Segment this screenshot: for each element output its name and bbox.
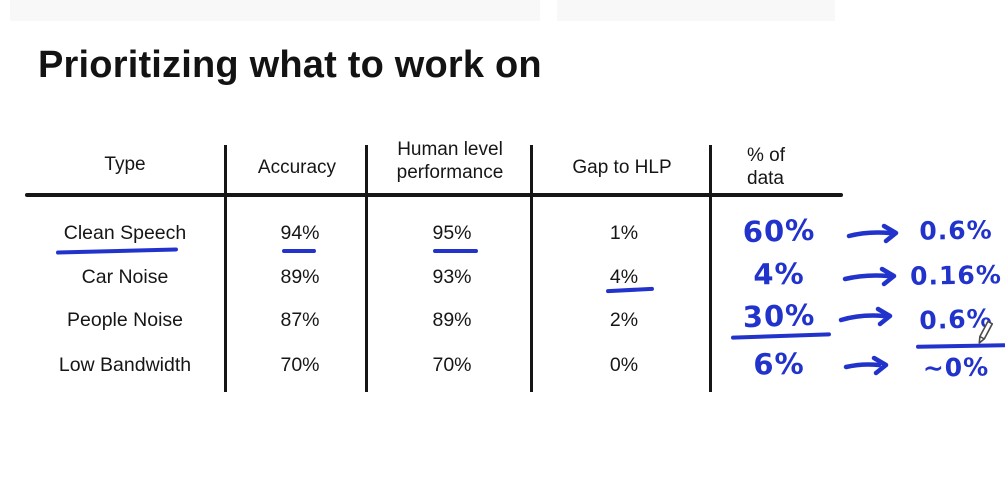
table-cell-hlp-low-bandwidth: 70% xyxy=(432,354,472,376)
ink-underline-95pct xyxy=(433,249,478,253)
arrow-right-icon xyxy=(842,266,897,287)
pen-cursor-icon xyxy=(978,320,994,344)
table-cell-accuracy-clean-speech: 94% xyxy=(280,222,320,244)
column-header-pct-line2: data xyxy=(747,168,784,189)
table-cell-gap-people-noise: 2% xyxy=(609,309,639,331)
table-column-divider-4 xyxy=(709,145,712,392)
ink-derived-value-row3: ~0% xyxy=(922,352,990,383)
ink-underline-clean-speech xyxy=(55,247,179,255)
ink-derived-value-row0: 0.6% xyxy=(919,215,993,246)
ink-derived-value-row1: 0.16% xyxy=(909,260,1003,291)
ink-pct-of-data-row0: 60% xyxy=(742,212,816,250)
ink-pct-of-data-row1: 4% xyxy=(753,256,805,292)
column-header-gap-to-hlp: Gap to HLP xyxy=(572,157,672,178)
arrow-right-icon xyxy=(843,355,889,376)
table-cell-hlp-car-noise: 93% xyxy=(432,266,472,288)
top-strip-right xyxy=(557,0,835,21)
top-strip-left xyxy=(10,0,540,21)
table-column-divider-2 xyxy=(365,145,368,392)
table-column-divider-3 xyxy=(530,145,533,392)
table-cell-accuracy-car-noise: 89% xyxy=(280,266,320,288)
table-cell-hlp-people-noise: 89% xyxy=(432,309,472,331)
table-cell-hlp-clean-speech: 95% xyxy=(432,222,472,244)
column-header-hlp-line1: Human level xyxy=(397,139,503,160)
table-cell-accuracy-people-noise: 87% xyxy=(280,309,320,331)
table-column-divider-1 xyxy=(224,145,227,392)
table-cell-type-clean-speech: Clean Speech xyxy=(63,222,187,244)
table-cell-type-people-noise: People Noise xyxy=(67,309,183,331)
table-cell-type-car-noise: Car Noise xyxy=(81,266,169,288)
ink-underline-94pct xyxy=(282,249,316,253)
table-cell-gap-clean-speech: 1% xyxy=(609,222,639,244)
column-header-accuracy: Accuracy xyxy=(257,157,337,178)
table-cell-gap-low-bandwidth: 0% xyxy=(609,354,639,376)
ink-pct-of-data-row2: 30% xyxy=(742,297,816,335)
arrow-right-icon xyxy=(838,306,893,327)
table-cell-gap-car-noise: 4% xyxy=(609,266,639,288)
column-header-pct-line1: % of xyxy=(747,145,786,166)
page-title: Prioritizing what to work on xyxy=(38,44,542,86)
column-header-human-level-performance: Human level performance xyxy=(370,138,530,184)
arrow-right-icon xyxy=(846,223,899,244)
column-header-pct-of-data: % of data xyxy=(747,144,857,190)
table-header-rule xyxy=(25,193,843,197)
table-cell-type-low-bandwidth: Low Bandwidth xyxy=(58,354,192,376)
column-header-type: Type xyxy=(104,154,146,175)
ink-pct-of-data-row3: 6% xyxy=(753,346,805,382)
column-header-hlp-line2: performance xyxy=(396,162,504,183)
table-cell-accuracy-low-bandwidth: 70% xyxy=(280,354,320,376)
